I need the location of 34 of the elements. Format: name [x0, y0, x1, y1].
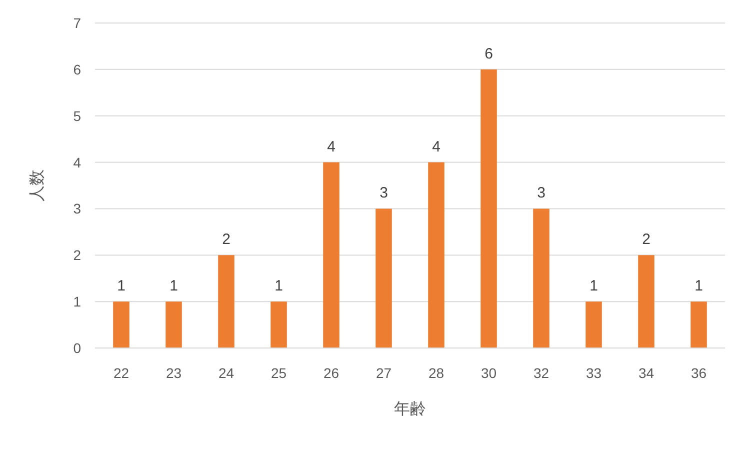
y-axis-title: 人数	[29, 170, 46, 202]
data-label: 1	[590, 278, 598, 295]
y-tick-label: 6	[73, 61, 82, 78]
x-tick-label: 28	[428, 365, 444, 381]
x-tick-label: 27	[376, 365, 392, 381]
data-label: 1	[170, 278, 178, 295]
y-tick-label: 4	[73, 154, 82, 170]
y-tick-label: 3	[73, 200, 82, 217]
data-label: 1	[694, 278, 703, 295]
x-tick-label: 32	[533, 365, 550, 381]
data-label: 3	[380, 184, 388, 202]
y-tick-label: 2	[73, 247, 82, 264]
x-tick-label: 23	[166, 365, 182, 381]
y-tick-label: 5	[73, 108, 82, 124]
data-label: 4	[432, 138, 440, 156]
data-label: 1	[117, 278, 126, 295]
data-label: 6	[484, 45, 493, 62]
y-tick-label: 7	[73, 15, 82, 31]
x-tick-label: 25	[270, 365, 287, 381]
x-tick-label: 24	[218, 365, 234, 381]
data-label: 3	[537, 184, 546, 202]
y-tick-label: 0	[73, 340, 82, 356]
data-label: 4	[327, 138, 336, 156]
data-label: 1	[274, 278, 283, 295]
x-tick-label: 26	[323, 365, 340, 381]
x-axis-title: 年齢	[394, 400, 426, 418]
x-tick-label: 22	[113, 365, 130, 381]
x-tick-label: 33	[586, 365, 602, 381]
x-tick-label: 36	[690, 365, 707, 381]
data-label: 2	[642, 231, 650, 248]
x-tick-label: 30	[480, 365, 497, 381]
x-tick-label: 34	[638, 365, 654, 381]
data-label: 2	[222, 231, 230, 248]
y-tick-label: 1	[73, 294, 82, 310]
